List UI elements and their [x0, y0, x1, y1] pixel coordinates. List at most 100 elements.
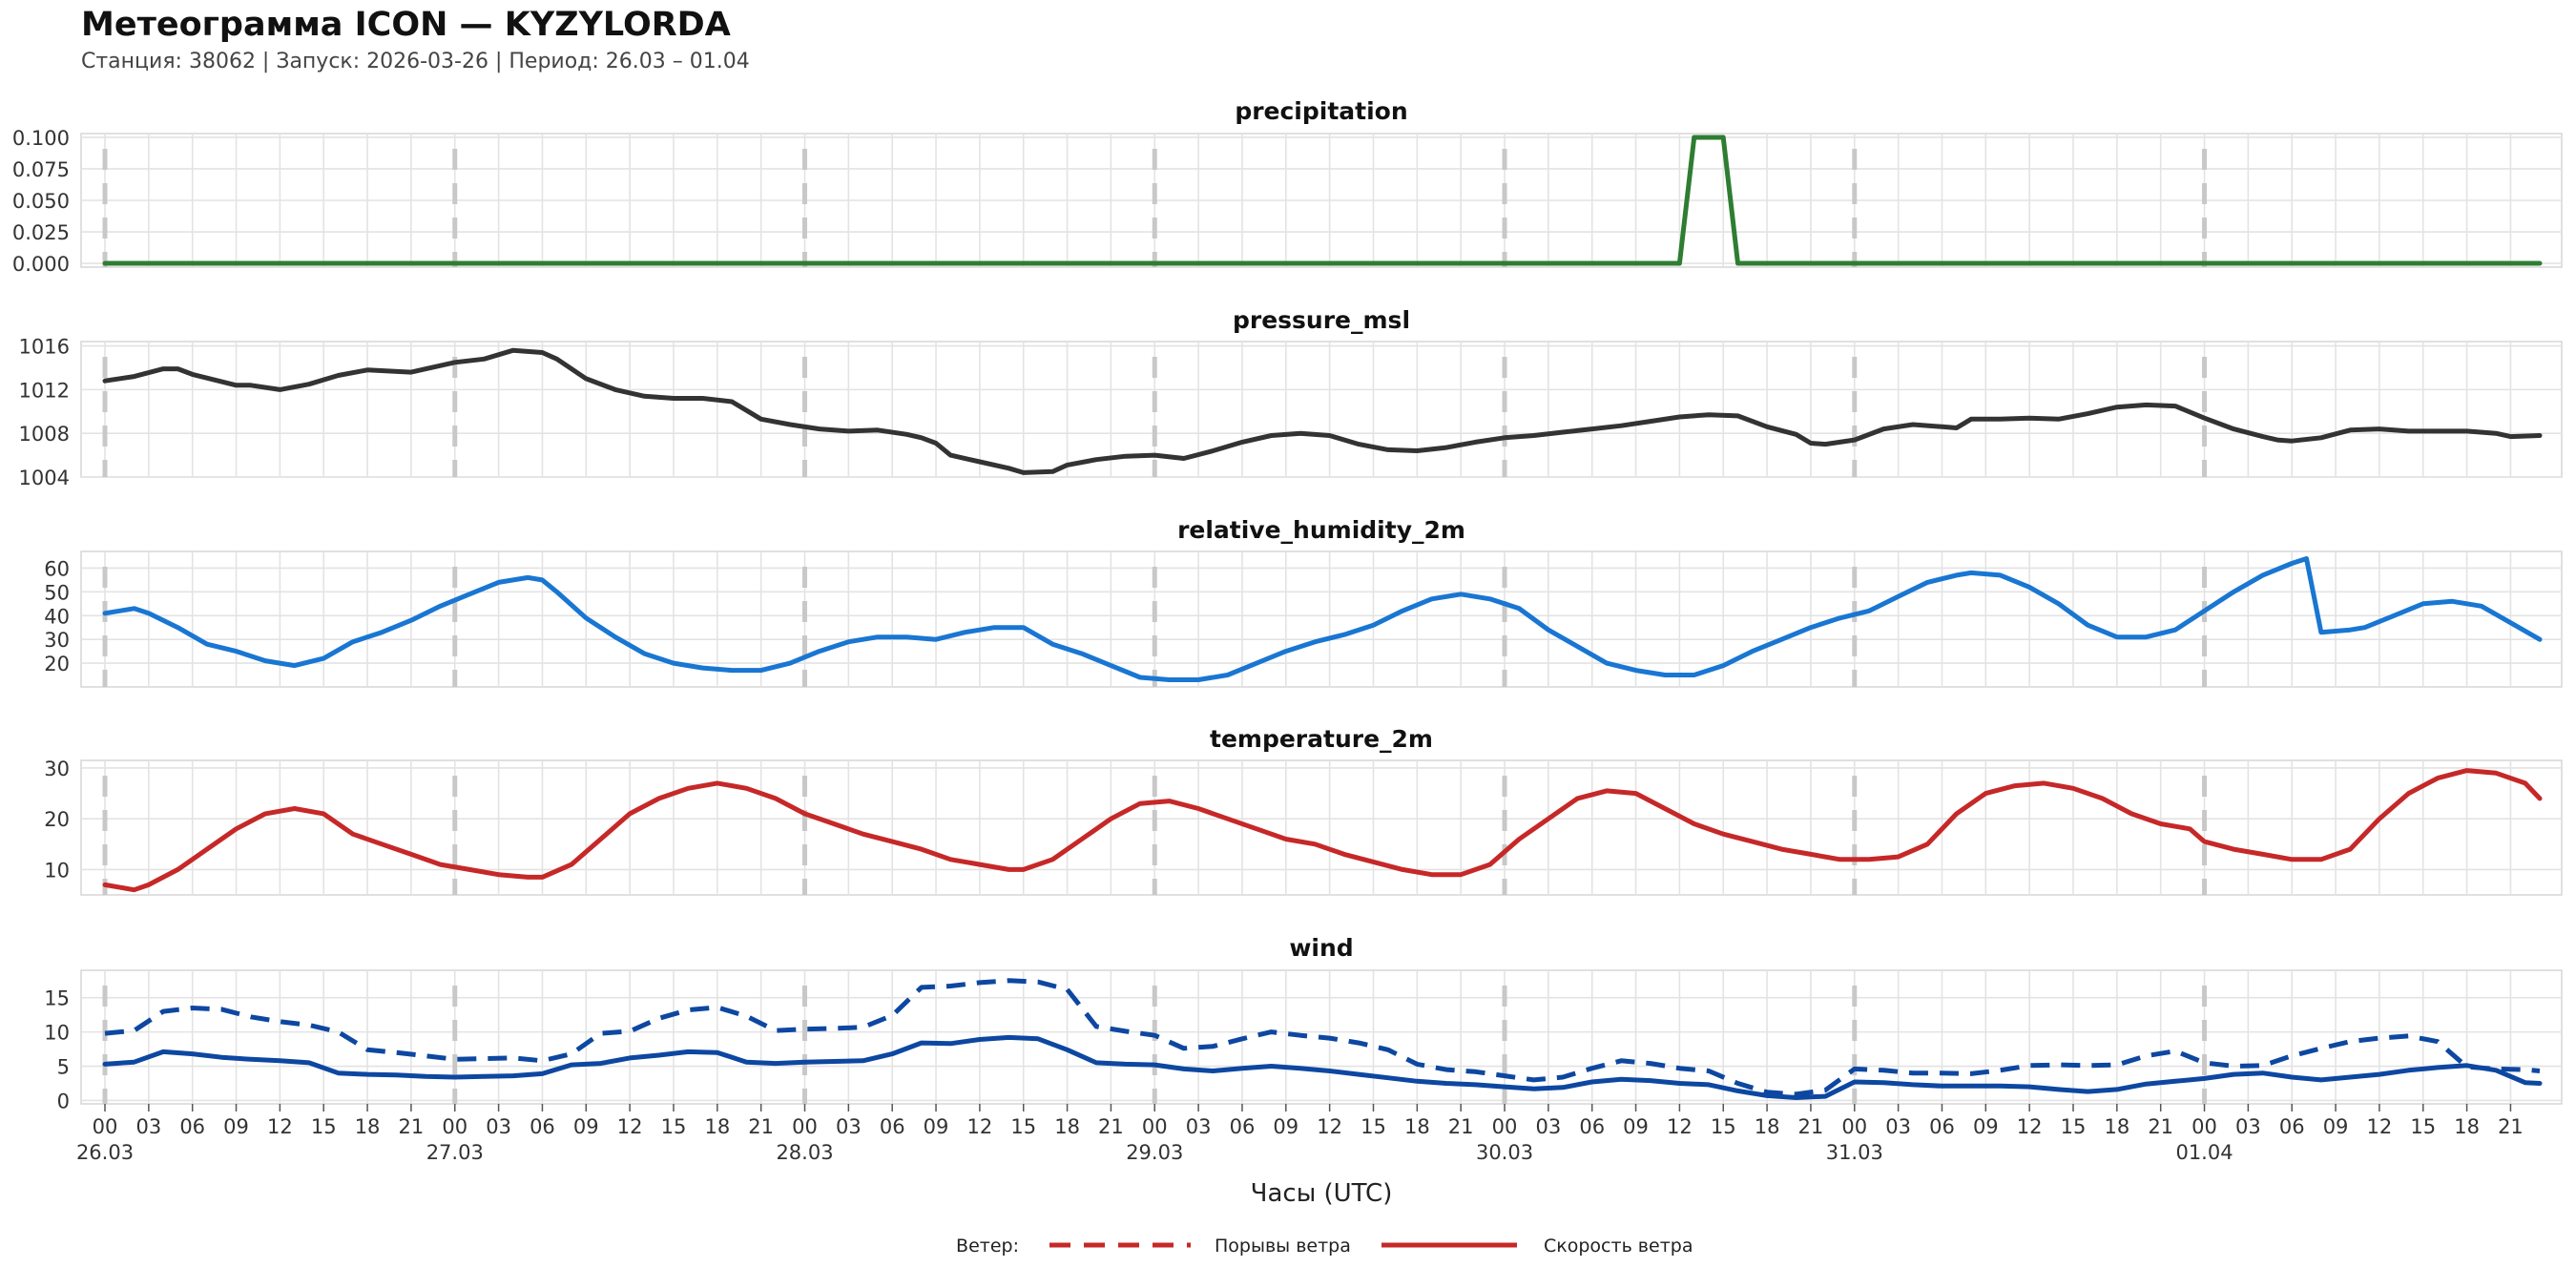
y-tick-label: 0.075	[12, 158, 70, 181]
legend-label: Порывы ветра	[1215, 1236, 1351, 1257]
legend-title: Ветер:	[956, 1236, 1019, 1257]
panel-title: temperature_2m	[1210, 725, 1433, 753]
y-tick-label: 0	[57, 1090, 70, 1112]
x-tick-label: 15	[2061, 1115, 2087, 1138]
x-tick-label: 03	[1186, 1115, 1212, 1138]
panel-title: pressure_msl	[1233, 306, 1410, 334]
x-tick-label: 09	[1273, 1115, 1298, 1138]
series-line-solid	[102, 347, 2543, 475]
y-tick-label: 30	[44, 758, 70, 780]
x-tick-label: 18	[1404, 1115, 1430, 1138]
x-tick-label: 15	[1711, 1115, 1736, 1138]
x-tick-label: 06	[530, 1115, 555, 1138]
y-tick-label: 40	[44, 605, 70, 628]
x-tick-label: 03	[1535, 1115, 1561, 1138]
x-tick-label: 21	[2148, 1115, 2173, 1138]
y-tick-label: 20	[44, 808, 70, 831]
x-tick-label: 18	[1054, 1115, 1080, 1138]
x-tick-label: 21	[748, 1115, 774, 1138]
y-tick-label: 1012	[19, 379, 70, 402]
x-tick-label: 15	[661, 1115, 687, 1138]
x-tick-label: 03	[1885, 1115, 1911, 1138]
x-tick-label: 12	[1317, 1115, 1342, 1138]
page-title: Метеограмма ICON — KYZYLORDA	[81, 6, 731, 44]
panel-frame	[80, 551, 2563, 688]
y-tick-label: 0.000	[12, 253, 70, 276]
x-tick-label: 00	[93, 1115, 118, 1138]
x-day-label: 29.03	[1126, 1141, 1183, 1164]
y-tick-label: 1004	[19, 467, 70, 489]
panel-wind: 0 5 10 15 wind	[44, 934, 2563, 1112]
series-line-solid	[102, 1034, 2543, 1100]
x-tick-label: 00	[442, 1115, 467, 1138]
x-tick-label: 00	[1142, 1115, 1168, 1138]
y-tick-label: 20	[44, 653, 70, 675]
x-tick-label: 15	[311, 1115, 337, 1138]
x-tick-label: 12	[267, 1115, 293, 1138]
panel-temperature-2m: 10 20 30 temperature_2m	[44, 725, 2563, 896]
x-tick-label: 09	[1623, 1115, 1649, 1138]
x-tick-label: 03	[836, 1115, 862, 1138]
panel-title: wind	[1289, 934, 1353, 962]
x-tick-label: 21	[399, 1115, 425, 1138]
y-tick-label: 30	[44, 629, 70, 652]
x-day-label: 31.03	[1826, 1141, 1883, 1164]
y-tick-label: 10	[44, 1022, 70, 1045]
y-tick-label: 60	[44, 557, 70, 580]
panel-frame	[80, 759, 2563, 896]
series-line-dashed	[104, 978, 2541, 1097]
x-day-label: 28.03	[776, 1141, 833, 1164]
panel-title: relative_humidity_2m	[1177, 516, 1465, 544]
y-tick-label: 50	[44, 581, 70, 604]
panel-pressure-msl: 1004 1008 1012 1016 pressure_msl	[19, 306, 2563, 489]
x-tick-label: 06	[1579, 1115, 1605, 1138]
panel-precipitation: 0.000 0.025 0.050 0.075 0.100 precipitation	[12, 97, 2563, 276]
x-tick-label: 06	[1929, 1115, 1955, 1138]
x-tick-label: 00	[2192, 1115, 2217, 1138]
x-tick-label: 18	[355, 1115, 381, 1138]
x-tick-label: 09	[1973, 1115, 1999, 1138]
x-tick-label: 00	[1492, 1115, 1518, 1138]
x-tick-label: 18	[1755, 1115, 1780, 1138]
legend: Ветер: Порывы ветра Скорость ветра	[956, 1236, 1693, 1257]
x-tick-label: 12	[2017, 1115, 2043, 1138]
x-tick-label: 21	[1098, 1115, 1124, 1138]
x-tick-label: 12	[1667, 1115, 1693, 1138]
legend-label: Скорость ветра	[1544, 1236, 1693, 1257]
x-tick-label: 09	[573, 1115, 599, 1138]
x-tick-label: 06	[1230, 1115, 1256, 1138]
x-day-label: 01.04	[2175, 1141, 2233, 1164]
x-tick-label: 21	[1448, 1115, 1474, 1138]
y-tick-label: 0.050	[12, 190, 70, 213]
panel-frame	[80, 341, 2563, 478]
x-tick-label: 12	[967, 1115, 993, 1138]
page-subtitle: Станция: 38062 | Запуск: 2026-03-26 | Пе…	[81, 50, 750, 73]
x-tick-label: 06	[880, 1115, 905, 1138]
x-tick-label: 06	[179, 1115, 205, 1138]
x-tick-label: 21	[1798, 1115, 1824, 1138]
x-tick-label: 06	[2279, 1115, 2305, 1138]
x-tick-label: 00	[1841, 1115, 1867, 1138]
panel-title: precipitation	[1235, 97, 1407, 125]
x-tick-label: 15	[2410, 1115, 2436, 1138]
x-tick-label: 09	[223, 1115, 249, 1138]
y-tick-label: 10	[44, 859, 70, 882]
x-tick-label: 18	[2104, 1115, 2129, 1138]
y-tick-label: 1016	[19, 336, 70, 359]
series-line-solid	[102, 556, 2543, 682]
y-tick-label: 15	[44, 987, 70, 1010]
x-tick-label: 03	[2235, 1115, 2261, 1138]
series-line-solid	[102, 135, 2543, 266]
x-day-label: 27.03	[426, 1141, 484, 1164]
x-tick-label: 18	[2454, 1115, 2480, 1138]
x-tick-label: 09	[924, 1115, 949, 1138]
y-tick-label: 1008	[19, 423, 70, 446]
x-axis-label: Часы (UTC)	[1251, 1179, 1393, 1208]
x-day-label: 30.03	[1476, 1141, 1533, 1164]
x-axis: 00 03 06 09 12 15 18 21 00 03 06 09 12 15 18 21 00 03 06 09…	[76, 1104, 2524, 1208]
y-tick-label: 0.100	[12, 127, 70, 150]
x-tick-label: 03	[135, 1115, 161, 1138]
y-tick-label: 0.025	[12, 221, 70, 244]
